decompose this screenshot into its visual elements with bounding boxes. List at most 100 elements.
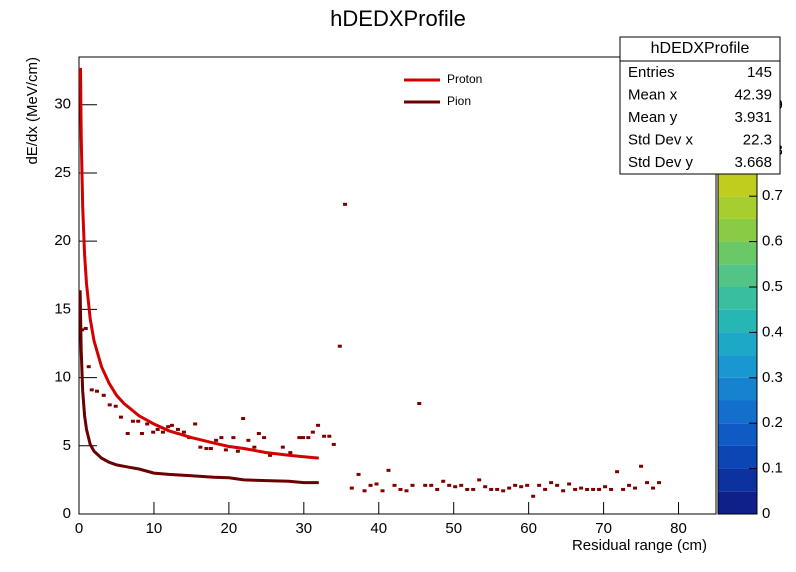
data-point [246,438,251,442]
data-point [531,494,536,498]
data-point [585,487,590,491]
z-tick-label: 0.7 [762,187,783,204]
palette-band [718,355,757,378]
y-tick-label: 5 [63,437,71,454]
y-tick-label: 20 [54,232,71,249]
data-point [441,479,446,483]
data-point [145,422,150,426]
data-point [657,481,662,485]
data-point [343,202,348,206]
data-point [175,427,180,431]
palette-band [718,218,757,242]
stats-frame [619,36,781,175]
data-point [219,436,224,440]
plot-area: 0 10 20 30 40 50 60 70 80 0 5 10 15 20 25 30 [54,56,717,537]
data-point [130,419,135,423]
x-tick-label: 70 [595,520,612,537]
data-point [331,442,336,446]
data-point [380,489,385,493]
data-point [235,449,240,453]
x-tick-label: 80 [670,520,687,537]
x-axis-label: Residual range (cm) [572,537,707,554]
data-point [349,486,354,490]
data-point [435,487,440,491]
data-point [404,489,409,493]
palette-band [718,196,757,219]
data-point [633,486,638,490]
data-point [155,427,160,431]
data-point [288,451,293,455]
data-point [513,483,518,487]
data-point [368,483,373,487]
data-point [280,445,285,449]
data-point [160,430,165,434]
z-tick-label: 0.4 [762,323,783,340]
stats-box: hDEDXProfile Entries 145 Mean x 42.39 Mean y 3… [619,36,781,175]
y-tick-label: 10 [54,369,71,386]
data-point [645,481,650,485]
data-point [181,430,186,434]
y-tick-label: 25 [54,164,71,181]
curve [79,67,319,460]
stats-value: 3.931 [734,109,772,126]
data-point [374,482,379,486]
data-point [214,438,219,442]
stats-label: Mean x [628,86,678,103]
data-point [139,432,144,436]
data-point [519,485,524,489]
data-point [417,402,422,406]
data-point [297,436,302,440]
x-tick-label: 10 [146,520,163,537]
data-point [609,487,614,491]
palette-band [718,491,757,514]
data-point [495,487,500,491]
data-point [89,388,94,392]
legend: Proton Pion [404,72,482,108]
data-point [151,430,156,434]
data-point [316,423,321,427]
chart-title: hDEDXProfile [330,6,466,31]
x-tick-label: 30 [295,520,312,537]
data-point [392,483,397,487]
palette-band [718,400,757,424]
data-point [125,432,130,436]
data-point [429,483,434,487]
data-point [549,481,554,485]
data-point [86,365,91,369]
data-point [322,434,327,438]
stats-value: 42.39 [734,86,772,103]
x-tick-label: 40 [370,520,387,537]
stats-title: hDEDXProfile [651,40,750,57]
data-point [262,436,267,440]
data-point [615,470,620,474]
data-point [136,419,141,423]
data-point [537,483,542,487]
data-point [501,489,506,493]
palette-band [718,423,757,446]
data-point [107,403,112,407]
data-point [489,487,494,491]
y-axis-label: dE/dx (MeV/cm) [24,57,41,165]
data-point [231,436,236,440]
data-point [310,430,315,434]
z-tick-label: 0.1 [762,460,783,477]
z-tick-label: 0.5 [762,278,783,295]
data-point [477,478,482,482]
data-point [101,393,106,397]
stats-value: 145 [747,64,772,81]
data-point [113,404,118,408]
data-point [166,425,171,429]
data-point [651,486,656,490]
z-tick-label: 0.6 [762,233,783,250]
data-point [453,485,458,489]
data-point [327,434,332,438]
data-point [208,447,213,451]
data-point [398,487,403,491]
palette-band [718,309,757,333]
stats-label: Std Dev x [628,131,694,148]
data-point [627,483,632,487]
curve [78,290,319,485]
legend-label: Proton [447,72,482,86]
data-point [567,482,572,486]
data-point [459,483,464,487]
